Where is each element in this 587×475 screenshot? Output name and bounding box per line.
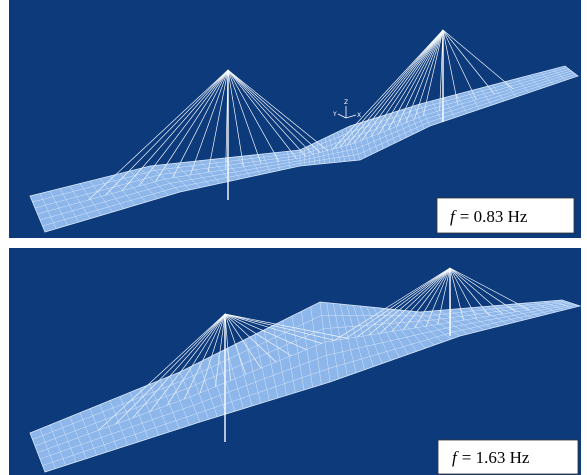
frequency-label: f= 1.63 Hz <box>452 448 530 467</box>
label-value: = 1.63 Hz <box>462 448 530 467</box>
label-value: = 0.83 Hz <box>460 207 528 226</box>
triad-label: X <box>357 112 361 119</box>
figure: Z Y X f= 0.83 Hz f= 1.63 Hz <box>0 0 587 475</box>
frequency-label: f= 0.83 Hz <box>450 207 528 226</box>
triad-label: Z <box>344 99 348 106</box>
triad-label: Y <box>332 111 337 118</box>
